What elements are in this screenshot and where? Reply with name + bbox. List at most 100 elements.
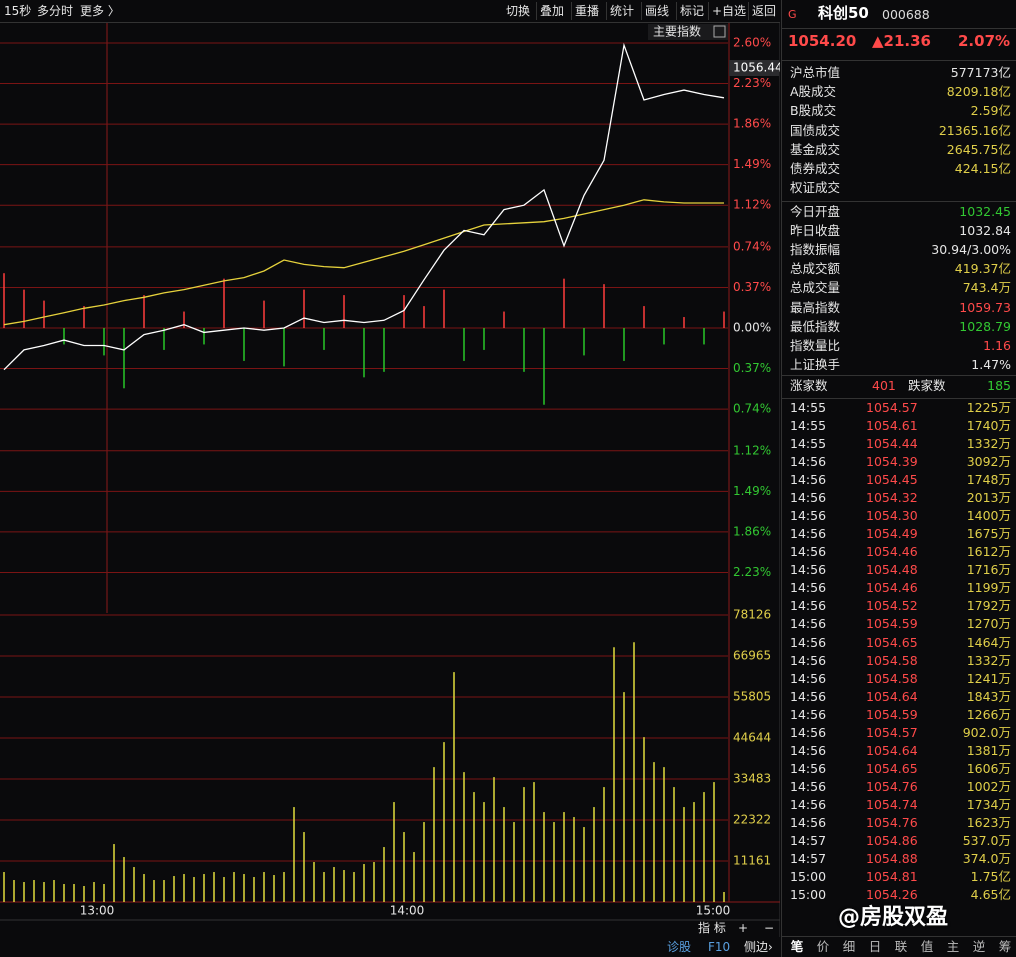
- bottom-link[interactable]: 诊股: [667, 940, 692, 954]
- panel-tab[interactable]: 日: [868, 939, 882, 954]
- stat-label: 债券成交: [790, 161, 841, 176]
- toolbar-item[interactable]: 更多 〉: [80, 4, 120, 18]
- trade-time: 14:56: [790, 454, 827, 470]
- stat-label: 指数量比: [790, 337, 841, 353]
- toolbar-item[interactable]: 多分时: [37, 4, 74, 18]
- legend-toggle[interactable]: [713, 25, 726, 38]
- trade-price: 1054.81: [866, 869, 918, 885]
- trade-time: 14:56: [790, 652, 827, 668]
- y-tick-label: 0.37%: [733, 361, 771, 375]
- trade-time: 14:56: [790, 670, 827, 686]
- trade-volume: 1241万: [966, 670, 1011, 686]
- trade-time: 14:55: [790, 418, 827, 434]
- stat-value: 1028.79: [959, 318, 1011, 334]
- stat-value: 419.37亿: [954, 261, 1011, 277]
- toolbar-button[interactable]: 标记: [680, 4, 705, 18]
- trade-time: 14:56: [790, 526, 827, 542]
- quote-panel: G 科创50 000688 1054.20 ▲21.36 2.07% 沪总市值 577173亿…: [781, 0, 1016, 957]
- index-name: 科创50: [818, 4, 869, 22]
- trade-price: 1054.52: [866, 598, 918, 614]
- trade-price: 1054.76: [866, 778, 918, 794]
- stat-value: 1059.73: [959, 299, 1011, 315]
- decliners: 185: [987, 378, 1011, 393]
- trade-price: 1054.46: [866, 580, 918, 596]
- x-tick-label: 14:00: [390, 904, 425, 918]
- panel-tab[interactable]: 细: [842, 939, 856, 954]
- toolbar-button[interactable]: 画线: [645, 4, 670, 18]
- volume-tick-label: 44644: [733, 730, 771, 744]
- trade-volume: 3092万: [966, 454, 1011, 470]
- stat-value: 8209.18亿: [946, 84, 1011, 100]
- stat-value: 2.59亿: [970, 103, 1011, 119]
- stat-value: 577173亿: [950, 65, 1011, 80]
- trade-time: 14:56: [790, 688, 827, 704]
- trade-volume: 1675万: [966, 526, 1011, 542]
- trade-price: 1054.57: [866, 724, 918, 740]
- toolbar-button[interactable]: 重播: [575, 4, 600, 18]
- trade-time: 14:56: [790, 778, 827, 794]
- advancers: 401: [872, 378, 896, 393]
- trade-volume: 1464万: [966, 634, 1011, 650]
- stat-value: 30.94/3.00%: [931, 242, 1011, 258]
- toolbar-button[interactable]: 统计: [610, 4, 635, 18]
- trade-time: 14:56: [790, 742, 827, 758]
- panel-tab[interactable]: 逆: [972, 939, 986, 954]
- stat-label: 总成交量: [790, 280, 841, 296]
- panel-tab[interactable]: 值: [920, 939, 934, 954]
- change: ▲21.36: [872, 32, 931, 50]
- stat-label: 上证换手: [790, 356, 841, 372]
- trade-volume: 1.75亿: [970, 869, 1011, 885]
- trade-volume: 1606万: [966, 760, 1011, 776]
- trade-price: 1054.76: [866, 814, 918, 830]
- trade-price: 1054.46: [866, 544, 918, 560]
- toolbar-button[interactable]: +自选: [712, 4, 747, 18]
- stat-label: 最高指数: [790, 299, 841, 315]
- divider: [782, 375, 1016, 376]
- divider: [782, 398, 1016, 399]
- watermark: @房股双盈: [838, 905, 949, 930]
- bottom-link[interactable]: 侧边›: [744, 940, 773, 954]
- stat-label: B股成交: [790, 103, 837, 119]
- trade-volume: 1270万: [966, 616, 1011, 632]
- trade-time: 14:56: [790, 706, 827, 722]
- panel-tab[interactable]: 笔: [790, 939, 804, 954]
- panel-tab[interactable]: 主: [946, 939, 960, 954]
- volume-tick-label: 22322: [733, 812, 771, 826]
- volume-tick-label: 33483: [733, 771, 771, 785]
- indicator-button[interactable]: +: [738, 921, 749, 935]
- trade-volume: 1381万: [966, 742, 1011, 758]
- toolbar-button[interactable]: 返回: [752, 4, 777, 18]
- trade-volume: 374.0万: [962, 851, 1011, 866]
- toolbar-button[interactable]: 叠加: [540, 4, 565, 18]
- bottom-link[interactable]: F10: [708, 940, 731, 954]
- toolbar-divider: [676, 2, 677, 20]
- panel-tab[interactable]: 筹: [998, 939, 1012, 954]
- trade-time: 15:00: [790, 887, 827, 903]
- trade-price: 1054.74: [866, 796, 918, 812]
- trade-price: 1054.39: [866, 454, 918, 470]
- trade-price: 1054.64: [866, 742, 918, 758]
- legend-label: 主要指数: [653, 24, 701, 39]
- stat-value: 1032.45: [959, 204, 1011, 219]
- trade-volume: 1843万: [966, 688, 1011, 704]
- indicator-button[interactable]: 指 标: [698, 921, 726, 935]
- stat-value: 1.47%: [971, 356, 1011, 372]
- trade-price: 1054.26: [866, 887, 918, 903]
- toolbar-item[interactable]: 15秒: [4, 4, 32, 18]
- trade-volume: 1002万: [966, 778, 1011, 794]
- indicator-button[interactable]: −: [764, 921, 775, 935]
- volume-tick-label: 11161: [733, 853, 771, 867]
- panel-tab[interactable]: 价: [816, 939, 830, 954]
- trade-volume: 1716万: [966, 562, 1011, 578]
- stat-label: 沪总市值: [790, 65, 841, 80]
- toolbar-button[interactable]: 切换: [506, 4, 531, 18]
- legend-box: [648, 24, 728, 40]
- trade-time: 14:57: [790, 832, 827, 848]
- trade-volume: 4.65亿: [970, 887, 1011, 903]
- panel-tab[interactable]: 联: [894, 939, 908, 954]
- toolbar-divider: [536, 2, 537, 20]
- stat-value: 743.4万: [962, 280, 1011, 296]
- x-tick-label: 15:00: [696, 904, 731, 918]
- stat-value: 1032.84: [959, 223, 1011, 239]
- trade-time: 14:56: [790, 508, 827, 524]
